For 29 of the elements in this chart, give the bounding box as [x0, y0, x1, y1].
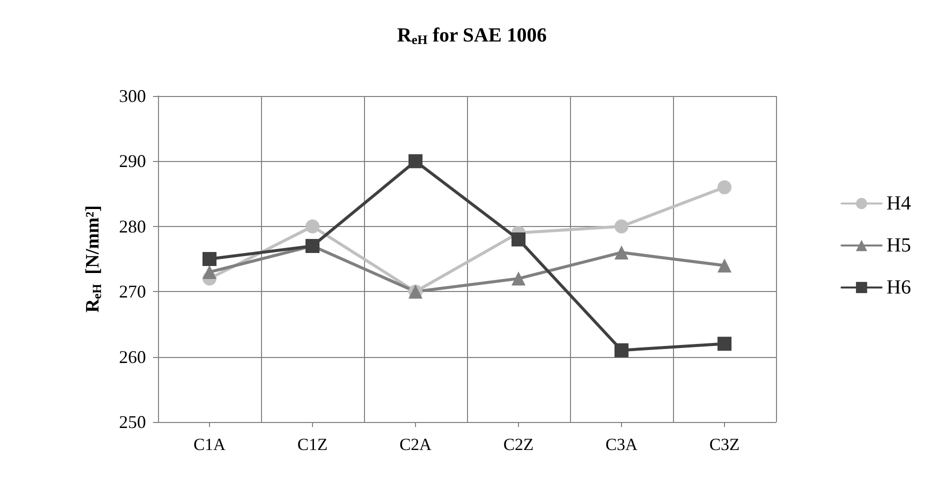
point: [512, 272, 526, 286]
y-tick-label: 250: [119, 412, 146, 432]
chart-title: ReH for SAE 1006: [397, 24, 547, 47]
point: [718, 336, 732, 351]
x-tick-label: C1Z: [297, 435, 328, 454]
legend-label: H4: [886, 192, 912, 214]
y-tick-label: 290: [119, 151, 146, 172]
x-tick-label: C1A: [193, 435, 226, 454]
point: [614, 343, 628, 358]
point: [202, 265, 216, 280]
point: [202, 252, 216, 266]
legend-label: H6: [886, 276, 912, 298]
x-tick-label: C3Z: [709, 435, 740, 454]
point: [408, 154, 422, 168]
y-tick-label: 260: [119, 346, 146, 367]
x-tick-label: C2Z: [503, 435, 534, 454]
y-tick-label: 280: [119, 216, 146, 236]
y-tick-label: 270: [119, 282, 146, 302]
x-tick-label: C2A: [399, 435, 432, 454]
y-axis-title: ReH [N/mm²]: [82, 205, 104, 313]
y-tick-label: 300: [119, 86, 146, 106]
point: [718, 258, 732, 273]
point: [306, 219, 320, 234]
point: [512, 232, 526, 246]
legend-label: H5: [886, 234, 912, 256]
point: [614, 245, 628, 260]
x-tick-label: C3A: [605, 435, 638, 454]
point: [614, 219, 628, 234]
point: [718, 180, 732, 194]
